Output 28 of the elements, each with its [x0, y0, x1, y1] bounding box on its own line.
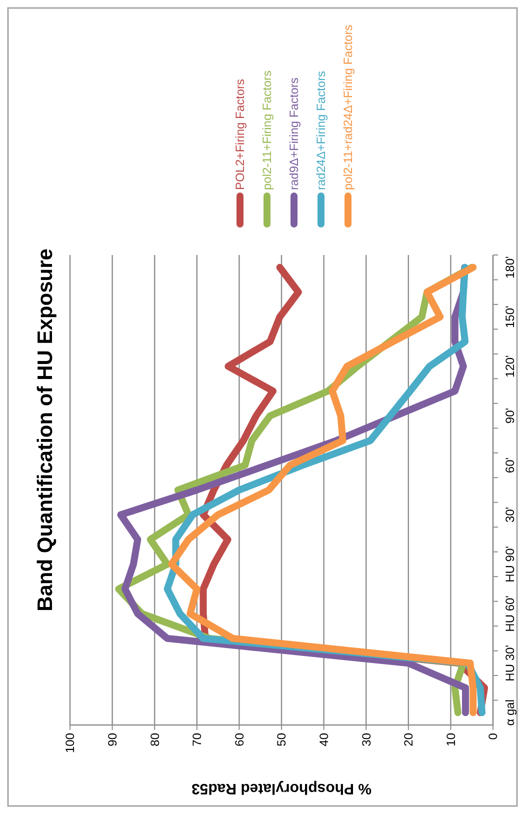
text: pol2-11+rad24Δ+Firing Factors — [341, 24, 356, 190]
y-tick-label: 90' — [503, 408, 518, 424]
x-tick-label: 30 — [359, 732, 374, 746]
y-tick-label: 180' — [503, 256, 518, 279]
x-axis-title: % Phosphorylated Rad53 — [191, 780, 372, 797]
y-tick-label: 120' — [503, 355, 518, 378]
y-tick-label: 60' — [503, 457, 518, 474]
y-tick-label: 150' — [503, 306, 518, 328]
x-tick-label: 100 — [63, 732, 78, 754]
x-tick-label: 0 — [486, 732, 500, 740]
x-tick-label: 90 — [106, 732, 120, 746]
x-tick-label: 80 — [148, 732, 162, 746]
x-tick-label: 40 — [317, 732, 331, 746]
text: rad9Δ+Firing Factors — [287, 78, 302, 190]
x-tick-label: 60 — [232, 732, 246, 746]
x-tick-label: 70 — [190, 732, 204, 746]
text: rad24Δ+Firing Factors — [314, 70, 328, 190]
y-tick-label: HU 90' — [503, 546, 518, 582]
x-tick-label: 50 — [274, 732, 289, 746]
x-tick-label: 10 — [444, 732, 458, 746]
y-tick-label: HU 60' — [503, 596, 518, 632]
text: pol2-11+Firing Factors — [260, 70, 274, 190]
x-tick-label: 20 — [402, 732, 416, 746]
text: POL2+Firing Factors — [233, 78, 248, 190]
y-tick-label: 30' — [503, 506, 518, 523]
y-tick-label: α gal — [503, 699, 518, 726]
text: Band Quantification of HU Exposure — [34, 248, 57, 612]
y-tick-label: HU 30' — [503, 645, 518, 682]
